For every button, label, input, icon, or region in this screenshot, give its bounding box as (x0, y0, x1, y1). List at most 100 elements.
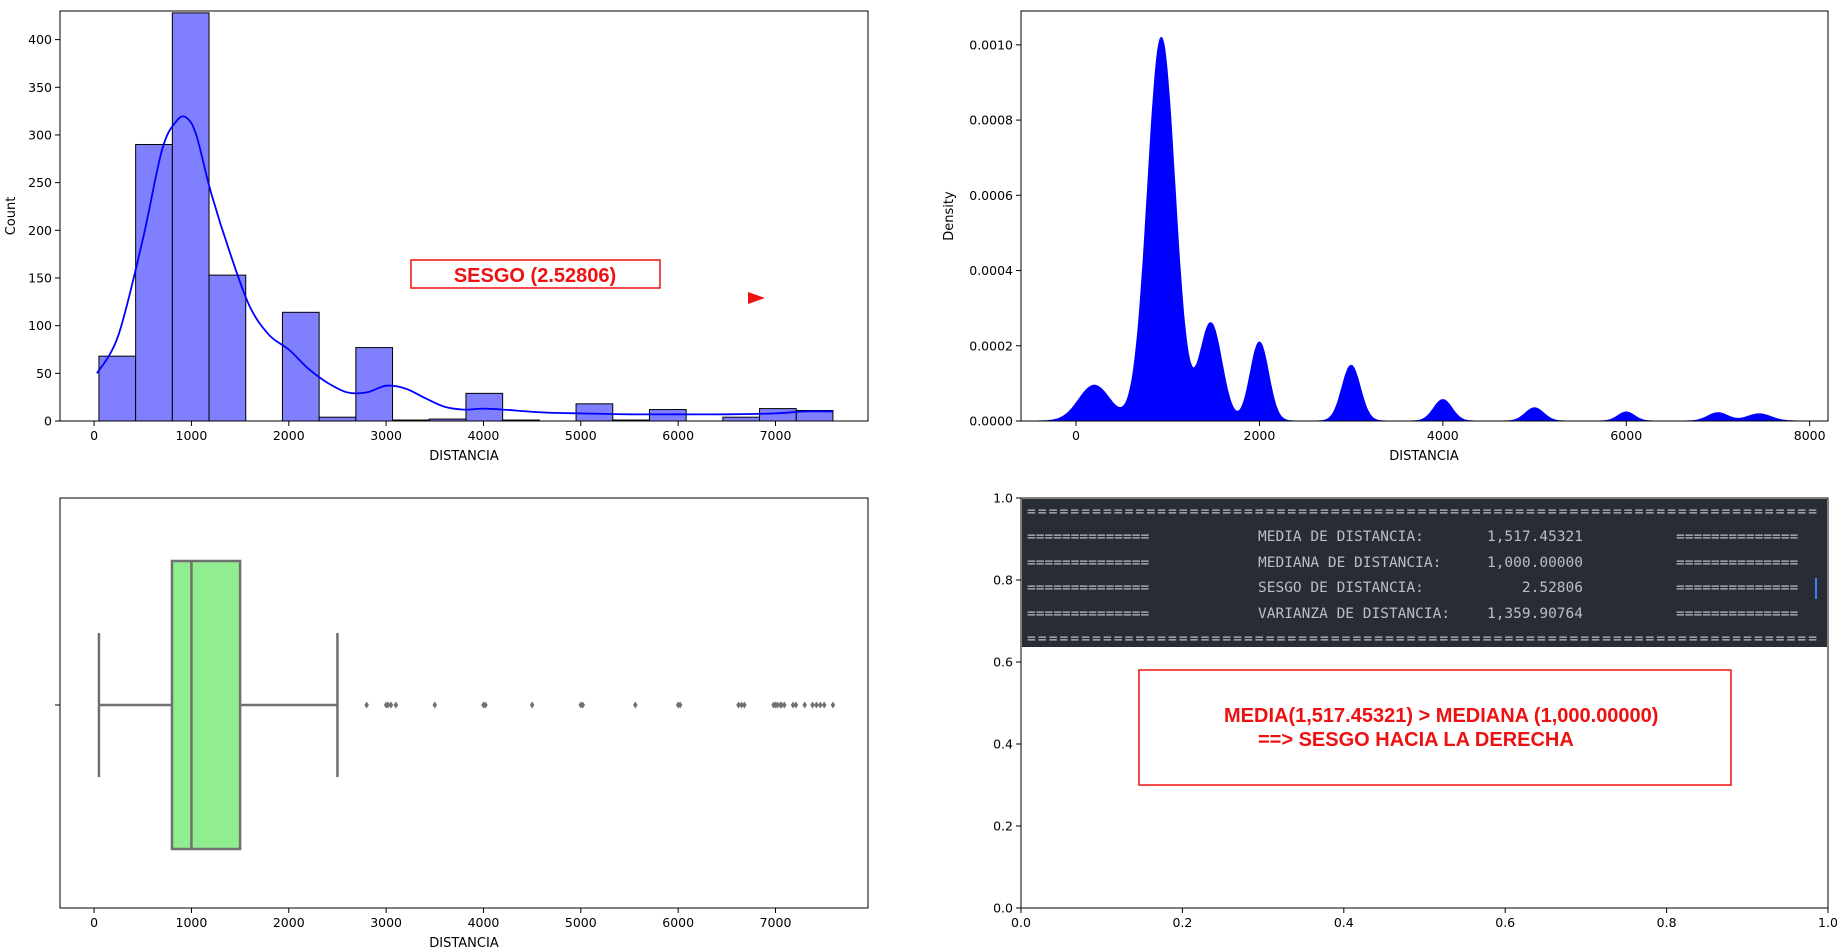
histogram-xlabel: DISTANCIA (429, 449, 499, 464)
boxplot-outlier (432, 701, 438, 709)
text-panel-xtick-label: 0.2 (1172, 915, 1192, 930)
console-left-rule: ============== (1027, 606, 1149, 622)
console-separator: ========================================… (1027, 504, 1817, 520)
boxplot-box (170, 559, 242, 851)
console-left-rule: ============== (1027, 580, 1149, 596)
text-panel-frame (1020, 497, 1829, 909)
boxplot-x-ticks: 0 1000 2000 3000 4000 5000 6000 7000 (90, 908, 791, 930)
skew-annotation: SESGO (2.52806) (319, 259, 765, 304)
histogram-bar (135, 143, 173, 422)
histogram-ytick-label: 0 (44, 414, 52, 429)
histogram-ytick-label: 300 (28, 127, 52, 142)
text-panel-ytick-label: 0.2 (993, 819, 1013, 834)
skew-annotation-box (410, 259, 661, 289)
text-panel-ytick-label: 1.0 (993, 491, 1013, 506)
console-label: MEDIA DE DISTANCIA: (1258, 529, 1424, 545)
boxplot-outlier (781, 701, 787, 709)
histogram-ytick-label: 50 (36, 366, 52, 381)
boxplot-xtick-label: 0 (90, 915, 98, 930)
histogram-xtick-label: 1000 (176, 428, 208, 443)
text-panel-xtick-label: 1.0 (1818, 915, 1838, 930)
boxplot-xtick-label: 5000 (565, 915, 597, 930)
kde-ytick-label: 0.0010 (969, 37, 1013, 52)
boxplot-outlier (364, 701, 369, 709)
boxplot-outlier (633, 701, 638, 709)
histogram-y-ticks: 0 50 100 150 200 250 300 350 400 (28, 32, 60, 429)
histogram-panel: 0 1000 2000 3000 4000 5000 6000 7000 0 50 100 150 2… (4, 10, 869, 464)
boxplot-outlier (393, 701, 399, 709)
histogram-bar (759, 408, 797, 422)
console-value: 1,359.90764 (1487, 606, 1583, 622)
kde-xlabel: DISTANCIA (1389, 449, 1459, 464)
text-panel-xtick-label: 0.6 (1495, 915, 1515, 930)
histogram-bar (98, 355, 137, 422)
console-label: SESGO DE DISTANCIA: (1258, 580, 1424, 596)
text-panel-x-ticks: 0.0 0.2 0.4 0.6 0.8 1.0 (1011, 908, 1838, 930)
kde-panel: 0 2000 4000 6000 8000 0.00000.00020.00040.00… (942, 10, 1829, 464)
histogram-bar (171, 12, 210, 422)
histogram-bar (465, 392, 504, 422)
boxplot-outlier (821, 701, 827, 709)
boxplot-outlier (385, 701, 391, 709)
histogram-xtick-label: 4000 (468, 428, 500, 443)
boxplot-xtick-label: 4000 (468, 915, 500, 930)
console-left-rule: ============== (1027, 555, 1149, 571)
histogram-xtick-label: 0 (90, 428, 98, 443)
boxplot-outlier (483, 701, 488, 709)
boxplot-outlier (779, 701, 784, 709)
histogram-ytick-label: 400 (28, 32, 52, 47)
conclusion-box (1138, 669, 1732, 786)
text-panel-xtick-label: 0.8 (1657, 915, 1677, 930)
console-right-rule: ============== (1676, 606, 1798, 622)
histogram-bar (648, 409, 687, 422)
console-label: MEDIANA DE DISTANCIA: (1258, 555, 1441, 571)
boxplot-outlier (790, 701, 796, 709)
histogram-bar (318, 416, 357, 422)
histogram-xtick-label: 5000 (565, 428, 597, 443)
boxplot-outlier (580, 701, 586, 709)
histogram-xtick-label: 7000 (760, 428, 792, 443)
text-panel-ytick-label: 0.4 (993, 737, 1013, 752)
console-label: VARIANZA DE DISTANCIA: (1258, 606, 1450, 622)
kde-ytick-label: 0.0000 (969, 414, 1013, 429)
skew-arrow (319, 292, 765, 304)
histogram-xtick-label: 6000 (662, 428, 694, 443)
boxplot-xtick-label: 3000 (370, 915, 402, 930)
histogram-frame (59, 10, 869, 422)
histogram-xtick-label: 2000 (273, 428, 305, 443)
boxplot-outlier (529, 701, 535, 709)
kde-ytick-label: 0.0006 (969, 188, 1013, 203)
kde-xtick-label: 6000 (1610, 428, 1642, 443)
kde-area (1034, 36, 1819, 422)
histogram-bar (575, 403, 614, 422)
stats-text-panel: ============== ============== ============… (993, 491, 1838, 931)
kde-ylabel: Density (942, 191, 957, 241)
kde-ytick-label: 0.0008 (969, 113, 1013, 128)
conclusion-line-2: ==> SESGO HACIA LA DERECHA (1258, 729, 1574, 751)
boxplot-outlier (810, 701, 815, 709)
console-separator: ========================================… (1027, 631, 1817, 647)
text-panel-ytick-label: 0.6 (993, 655, 1013, 670)
boxplot-outlier (677, 701, 683, 709)
histogram-bar (355, 347, 394, 422)
kde-frame (1020, 10, 1829, 422)
histogram-bar (281, 311, 320, 422)
kde-y-ticks: 0.0000 0.0002 0.0004 0.0006 0.0008 0.0010 (969, 37, 1021, 429)
boxplot-xtick-label: 1000 (176, 915, 208, 930)
kde-xtick-label: 8000 (1794, 428, 1826, 443)
boxplot-outlier (814, 701, 819, 709)
console-right-rule: ============== (1676, 580, 1798, 596)
boxplot-outlier (736, 701, 741, 709)
text-panel-xtick-label: 0.4 (1334, 915, 1354, 930)
console-lines: ============== ============== ============… (1027, 504, 1817, 647)
histogram-ytick-label: 150 (28, 270, 52, 285)
text-panel-ytick-label: 0.0 (993, 901, 1013, 916)
kde-xtick-label: 0 (1072, 428, 1080, 443)
text-panel-xtick-label: 0.0 (1011, 915, 1031, 930)
boxplot-outlier (830, 701, 836, 709)
console-right-rule: ============== (1676, 529, 1798, 545)
histogram-ytick-label: 250 (28, 175, 52, 190)
histogram-bars (98, 12, 834, 422)
histogram-kde-line (96, 115, 834, 416)
boxplot-outliers (364, 701, 836, 709)
